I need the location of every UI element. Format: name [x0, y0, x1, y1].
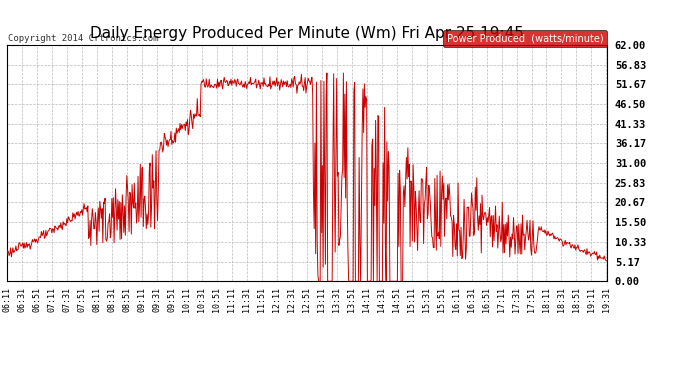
- Title: Daily Energy Produced Per Minute (Wm) Fri Apr 25 19:45: Daily Energy Produced Per Minute (Wm) Fr…: [90, 26, 524, 41]
- Text: Copyright 2014 Crtronics.com: Copyright 2014 Crtronics.com: [8, 34, 158, 43]
- Legend: Power Produced  (watts/minute): Power Produced (watts/minute): [443, 30, 607, 47]
